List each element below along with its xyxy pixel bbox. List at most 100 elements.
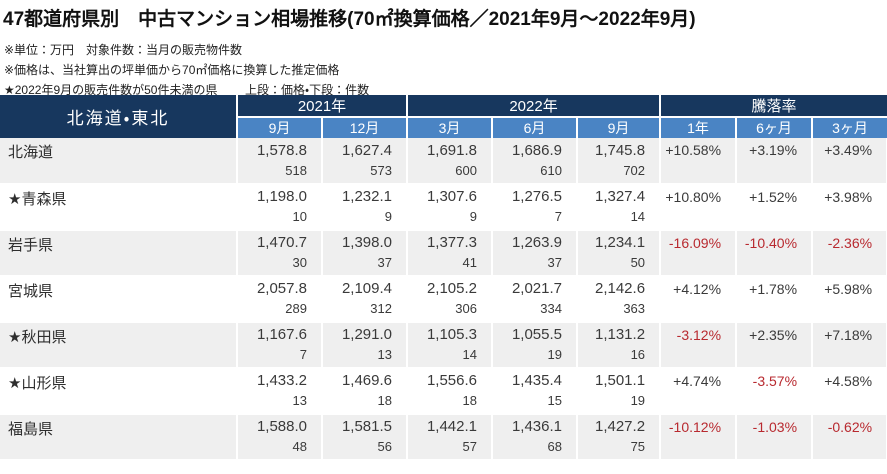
rate-cell: -10.40% (736, 230, 814, 277)
count-cell: 48 (237, 438, 323, 461)
price-cell: 1,398.0 (322, 230, 408, 254)
rate-cell: +3.19% (736, 138, 814, 185)
price-cell: 1,131.2 (577, 322, 662, 346)
count-cell: 600 (407, 162, 493, 185)
price-cell: 1,234.1 (577, 230, 662, 254)
rate-cell: -3.12% (660, 322, 738, 369)
count-cell: 289 (237, 300, 323, 323)
price-cell: 1,327.4 (577, 184, 662, 208)
rate-cell: +3.49% (812, 138, 887, 185)
month-header-cell: 3月 (407, 117, 493, 138)
rate-cell: -3.57% (736, 368, 814, 415)
prefecture-name-cell: ★山形県 (0, 368, 238, 415)
price-cell: 1,435.4 (492, 368, 578, 392)
count-cell: 306 (407, 300, 493, 323)
page-title: 47都道府県別 中古マンション相場推移(70㎡換算価格／2021年9月～2022… (3, 9, 696, 30)
year-group-2021: 2021年 (237, 95, 408, 118)
price-cell: 1,427.2 (577, 414, 662, 438)
count-cell: 30 (237, 254, 323, 277)
count-cell: 702 (577, 162, 662, 185)
price-cell: 1,276.5 (492, 184, 578, 208)
count-cell: 13 (322, 346, 408, 369)
price-cell: 2,105.2 (407, 276, 493, 300)
price-cell: 1,686.9 (492, 138, 578, 162)
count-cell: 13 (237, 392, 323, 415)
month-header-cell: 6月 (492, 117, 578, 138)
price-cell: 1,377.3 (407, 230, 493, 254)
price-cell: 1,501.1 (577, 368, 662, 392)
count-cell: 57 (407, 438, 493, 461)
count-cell: 68 (492, 438, 578, 461)
rate-cell: +3.98% (812, 184, 887, 231)
rate-cell: +1.52% (736, 184, 814, 231)
price-trend-table: 北海道・東北 2021年 2022年 騰落率 9月 12月 3月 6月 9月 1… (0, 95, 887, 461)
prefecture-name-cell: 岩手県 (0, 230, 238, 277)
count-cell: 16 (577, 346, 662, 369)
rate-cell: +10.58% (660, 138, 738, 185)
count-cell: 7 (492, 208, 578, 231)
count-cell: 19 (577, 392, 662, 415)
rate-group-header: 騰落率 (660, 95, 887, 118)
rate-cell: +4.12% (660, 276, 738, 323)
price-cell: 1,745.8 (577, 138, 662, 162)
month-header-cell: 9月 (237, 117, 323, 138)
count-cell: 50 (577, 254, 662, 277)
prefecture-price-row: 宮城県 2,057.8 2,109.4 2,105.2 2,021.7 2,142.6 +4… (0, 276, 887, 323)
count-cell: 9 (322, 208, 408, 231)
count-cell: 312 (322, 300, 408, 323)
price-cell: 1,470.7 (237, 230, 323, 254)
rate-cell: +7.18% (812, 322, 887, 369)
rate-cell: -1.03% (736, 414, 814, 461)
prefecture-count-row: 30 37 41 37 50 (0, 254, 887, 277)
prefecture-count-row: 48 56 57 68 75 (0, 438, 887, 461)
prefecture-price-row: 福島県 1,588.0 1,581.5 1,442.1 1,436.1 1,427.2 -1… (0, 414, 887, 461)
rate-cell: +2.35% (736, 322, 814, 369)
rate-cell: +10.80% (660, 184, 738, 231)
count-cell: 10 (237, 208, 323, 231)
price-cell: 2,142.6 (577, 276, 662, 300)
rate-period-header-cell: 3ヶ月 (812, 117, 887, 138)
count-cell: 18 (322, 392, 408, 415)
count-cell: 363 (577, 300, 662, 323)
price-cell: 1,263.9 (492, 230, 578, 254)
count-cell: 14 (407, 346, 493, 369)
note-star-threshold: ★2022年9月の販売件数が50件未満の県 (4, 83, 218, 97)
price-cell: 1,436.1 (492, 414, 578, 438)
price-cell: 2,109.4 (322, 276, 408, 300)
count-cell: 37 (322, 254, 408, 277)
rate-cell: +5.98% (812, 276, 887, 323)
count-cell: 610 (492, 162, 578, 185)
prefecture-price-row: ★青森県 1,198.0 1,232.1 1,307.6 1,276.5 1,327.4 +… (0, 184, 887, 231)
count-cell: 75 (577, 438, 662, 461)
rate-cell: +1.78% (736, 276, 814, 323)
price-cell: 1,627.4 (322, 138, 408, 162)
note-price-basis: ※価格は、当社算出の坪単価から70㎡価格に換算した推定価格 (4, 63, 340, 77)
prefecture-count-row: 13 18 18 15 19 (0, 392, 887, 415)
rate-cell: +4.58% (812, 368, 887, 415)
rate-cell: -2.36% (812, 230, 887, 277)
month-header-row: 9月 12月 3月 6月 9月 1年 6ヶ月 3ヶ月 (0, 117, 887, 138)
count-cell: 37 (492, 254, 578, 277)
prefecture-price-row: 岩手県 1,470.7 1,398.0 1,377.3 1,263.9 1,234.1 -1… (0, 230, 887, 277)
price-cell: 1,433.2 (237, 368, 323, 392)
prefecture-name-cell: ★青森県 (0, 184, 238, 231)
price-cell: 2,057.8 (237, 276, 323, 300)
count-cell: 19 (492, 346, 578, 369)
count-cell: 573 (322, 162, 408, 185)
month-header-cell: 12月 (322, 117, 408, 138)
note-unit: ※単位：万円 対象件数：当月の販売物件数 (4, 43, 243, 57)
prefecture-count-row: 7 13 14 19 16 (0, 346, 887, 369)
count-cell: 41 (407, 254, 493, 277)
count-cell: 14 (577, 208, 662, 231)
price-cell: 1,578.8 (237, 138, 323, 162)
year-group-2022: 2022年 (407, 95, 662, 118)
prefecture-name-cell: ★秋田県 (0, 322, 238, 369)
price-cell: 1,588.0 (237, 414, 323, 438)
price-cell: 1,307.6 (407, 184, 493, 208)
rate-period-header-cell: 1年 (660, 117, 738, 138)
region-header-cell: 北海道・東北 (0, 95, 238, 138)
price-cell: 1,198.0 (237, 184, 323, 208)
prefecture-name-cell: 宮城県 (0, 276, 238, 323)
price-cell: 1,167.6 (237, 322, 323, 346)
